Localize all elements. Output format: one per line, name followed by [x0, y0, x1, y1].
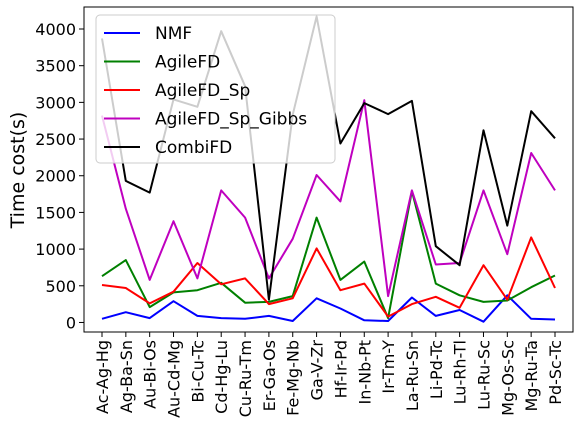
legend-label-nmf: NMF — [155, 24, 192, 44]
x-tick-label: Fe-Mg-Nb — [284, 340, 303, 416]
y-tick-label: 0 — [66, 313, 76, 332]
x-tick-label: In-Nb-Pt — [355, 340, 374, 404]
y-tick-label: 2000 — [35, 167, 76, 186]
y-tick-label: 3500 — [35, 57, 76, 76]
y-axis-title: Time cost(s) — [7, 112, 29, 230]
x-tick-label: Ag-Ba-Sn — [117, 340, 136, 413]
x-tick-label: Ga-V-Zr — [308, 340, 327, 401]
x-tick-label: Au-Cd-Mg — [165, 340, 184, 418]
x-tick-label: Ir-Tm-Y — [379, 340, 398, 394]
x-tick-label: Au-Bi-Os — [141, 340, 160, 409]
x-tick-label: Er-Ga-Os — [260, 340, 279, 411]
y-axis: 0 500 1000 1500 2000 2500 3000 3500 4000 — [35, 20, 84, 332]
x-tick-label: Cu-Ru-Tm — [236, 340, 255, 417]
y-tick-label: 1500 — [35, 203, 76, 222]
y-tick-label: 500 — [45, 277, 76, 296]
x-tick-label: Mg-Os-Sc — [498, 340, 517, 416]
plot-frame — [83, 6, 574, 333]
series-line-agilefd-sp-gibbs — [101, 99, 556, 298]
series-line-agilefd-sp — [101, 236, 556, 318]
legend-label-agilefd-sp: AgileFD_Sp — [155, 81, 250, 101]
x-tick-label: Pd-Sc-Tc — [546, 340, 565, 405]
y-tick-label: 3000 — [35, 93, 76, 112]
legend-label-agilefd: AgileFD — [155, 53, 220, 73]
x-tick-label: La-Ru-Sn — [403, 340, 422, 411]
x-tick-label: Li-Pd-Tc — [427, 340, 446, 399]
legend-box — [95, 14, 336, 164]
series-line-nmf — [101, 294, 556, 323]
x-tick-label: Lu-Ru-Sc — [475, 340, 494, 410]
legend-label-combifd: CombiFD — [155, 138, 232, 158]
legend: NMF AgileFD AgileFD_Sp AgileFD_Sp_Gibbs Comb… — [95, 14, 336, 164]
series-line-agilefd — [101, 190, 556, 320]
x-tick-label: Ac-Ag-Hg — [93, 340, 112, 414]
x-tick-label: Cd-Hg-Lu — [212, 340, 231, 414]
x-tick-label: Lu-Rh-Tl — [451, 340, 470, 404]
y-tick-label: 1000 — [35, 240, 76, 259]
y-tick-label: 2500 — [35, 130, 76, 149]
x-tick-label: Bi-Cu-Tc — [188, 340, 207, 403]
x-tick-label: Mg-Ru-Ta — [522, 340, 541, 412]
legend-label-agilefd-sp-gibbs: AgileFD_Sp_Gibbs — [155, 110, 307, 130]
x-tick-label: Hf-Ir-Pd — [331, 340, 350, 398]
x-axis: Ac-Ag-Hg Ag-Ba-Sn Au-Bi-Os Au-Cd-Mg Bi-Cu-Tc… — [93, 332, 565, 418]
y-tick-label: 4000 — [35, 20, 76, 39]
